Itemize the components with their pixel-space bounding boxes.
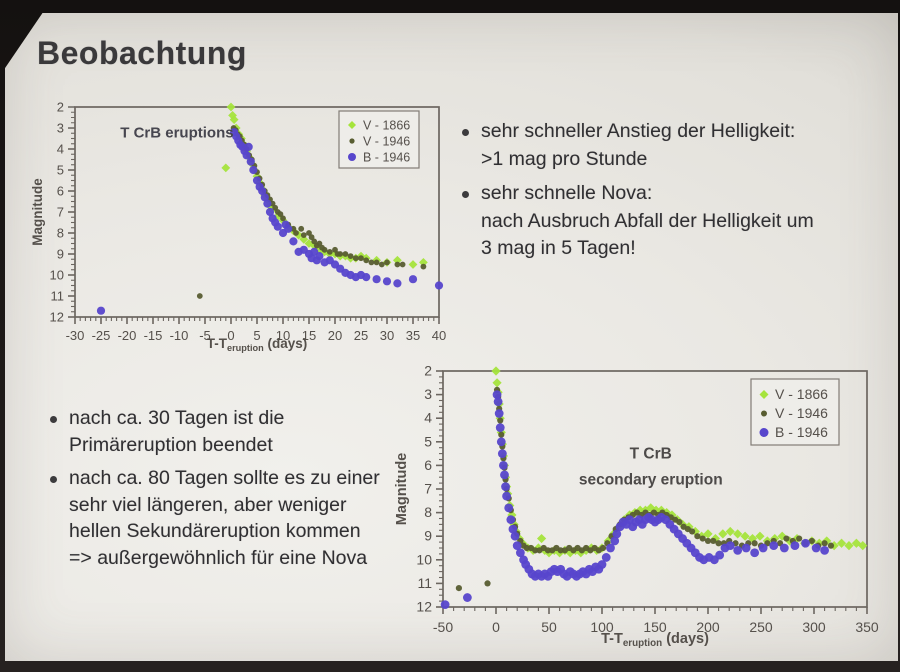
- bullet-line: => außergewöhnlich für eine Nova: [69, 546, 368, 569]
- svg-text:V - 1946: V - 1946: [363, 135, 410, 149]
- bullet-dot: [50, 476, 57, 483]
- svg-text:-20: -20: [118, 328, 137, 343]
- bullet-line: nach Ausbruch Abfall der Helligkeit um: [481, 209, 814, 232]
- bullet-item: nach ca. 80 Tagen sollte es zu einer seh…: [43, 465, 447, 571]
- svg-text:6: 6: [57, 184, 64, 199]
- bullet-item: sehr schneller Anstieg der Helligkeit: >…: [455, 118, 895, 173]
- svg-text:250: 250: [749, 619, 773, 635]
- svg-text:-15: -15: [144, 328, 163, 343]
- svg-text:-5: -5: [199, 328, 211, 343]
- svg-text:-10: -10: [170, 328, 189, 343]
- svg-text:150: 150: [643, 619, 667, 635]
- chart-inner-title: T CrB eruptions: [120, 124, 233, 141]
- bullet-line: 3 mag in 5 Tagen!: [481, 237, 636, 259]
- svg-text:V - 1946: V - 1946: [775, 405, 828, 421]
- svg-text:2: 2: [57, 100, 64, 115]
- svg-text:0: 0: [492, 619, 500, 635]
- svg-text:B - 1946: B - 1946: [363, 151, 410, 165]
- chart-legend: V - 1866 V - 1946 B - 1946: [750, 378, 840, 446]
- bullet-dot: [462, 191, 469, 198]
- x-axis-ticks: -30 -25 -20 -15 -10 -5 0 5 10 15 20 25 30 35 40: [66, 317, 446, 343]
- svg-text:V - 1866: V - 1866: [775, 386, 828, 402]
- secondary-eruption-chart-svg: -50 0 50 100 150 200 250 300 350 2 3 4 5 6 7 8 9 10 11 12 T …: [394, 363, 879, 650]
- svg-text:B - 1946: B - 1946: [775, 424, 828, 440]
- svg-text:-30: -30: [66, 328, 85, 343]
- y-axis-label: Magnitude: [30, 178, 45, 246]
- bullets-left: nach ca. 30 Tagen ist die Primäreruption…: [43, 405, 447, 578]
- svg-text:25: 25: [354, 328, 368, 343]
- bullet-line: >1 mag pro Stunde: [481, 147, 648, 170]
- bullet-dot: [462, 129, 469, 136]
- svg-text:9: 9: [424, 528, 432, 544]
- svg-text:10: 10: [50, 268, 64, 283]
- svg-text:-50: -50: [433, 619, 453, 635]
- bullets-right: sehr schneller Anstieg der Helligkeit: >…: [455, 118, 895, 270]
- svg-text:9: 9: [57, 247, 64, 262]
- primary-eruption-chart: -30 -25 -20 -15 -10 -5 0 5 10 15 20 25 30 35 40 2 3 4 5 6 7 8…: [29, 95, 451, 363]
- svg-text:V - 1866: V - 1866: [363, 119, 410, 133]
- svg-text:12: 12: [50, 310, 64, 325]
- bullet-item: sehr schnelle Nova: nach Ausbruch Abfall…: [455, 180, 895, 263]
- svg-text:5: 5: [424, 433, 432, 449]
- y-axis-label: Magnitude: [394, 453, 410, 526]
- bullet-line: nach ca. 80 Tagen sollte es zu einer: [69, 467, 380, 489]
- svg-text:50: 50: [541, 619, 557, 635]
- series-B-1946: [440, 390, 829, 610]
- svg-text:30: 30: [380, 328, 394, 343]
- bullet-line: sehr schneller Anstieg der Helligkeit:: [481, 120, 796, 142]
- svg-text:10: 10: [276, 328, 290, 343]
- svg-text:5: 5: [57, 163, 64, 178]
- page-title: Beobachtung: [37, 35, 247, 71]
- svg-text:6: 6: [424, 457, 432, 473]
- svg-text:7: 7: [424, 481, 432, 497]
- svg-text:5: 5: [253, 328, 260, 343]
- svg-text:350: 350: [855, 619, 879, 635]
- svg-text:7: 7: [57, 205, 64, 220]
- bullet-line: hellen Sekundäreruption kommen: [69, 520, 361, 542]
- bullet-dot: [50, 416, 57, 423]
- series-B-1946: [96, 128, 444, 315]
- secondary-eruption-chart: -50 0 50 100 150 200 250 300 350 2 3 4 5 6 7 8 9 10 11 12 T …: [391, 359, 885, 659]
- slide: Beobachtung -30 -25 -20 -15 -10 -5 0 5 10 15 20 25 3…: [5, 13, 898, 661]
- bullet-line: sehr viel längeren, aber weniger: [69, 493, 347, 516]
- svg-text:3: 3: [57, 121, 64, 136]
- bullet-item: nach ca. 30 Tagen ist die Primäreruption…: [43, 405, 447, 458]
- svg-text:10: 10: [416, 551, 432, 567]
- svg-text:11: 11: [417, 575, 432, 591]
- svg-text:40: 40: [432, 328, 446, 343]
- svg-text:4: 4: [57, 142, 64, 157]
- chart-inner-title: T CrB secondary eruption: [579, 445, 723, 488]
- svg-text:8: 8: [57, 226, 64, 241]
- svg-text:2: 2: [424, 363, 432, 379]
- svg-text:35: 35: [406, 328, 420, 343]
- bullet-line: sehr schnelle Nova:: [481, 182, 653, 204]
- svg-text:T CrB eruptions: T CrB eruptions: [120, 124, 233, 141]
- y-axis-ticks: 2 3 4 5 6 7 8 9 10 11 12: [416, 363, 443, 615]
- svg-text:12: 12: [416, 599, 432, 615]
- svg-text:8: 8: [424, 504, 432, 520]
- svg-text:11: 11: [51, 289, 65, 304]
- x-axis-label: T-Teruption (days): [207, 336, 307, 353]
- svg-text:T CrB: T CrB: [630, 445, 672, 462]
- svg-text:4: 4: [424, 410, 432, 426]
- svg-text:300: 300: [802, 619, 826, 635]
- svg-text:200: 200: [696, 619, 720, 635]
- svg-text:secondary eruption: secondary eruption: [579, 471, 723, 488]
- svg-text:0: 0: [227, 328, 234, 343]
- svg-text:20: 20: [328, 328, 342, 343]
- chart-legend: V - 1866 V - 1946 B - 1946: [338, 110, 420, 169]
- primary-eruption-chart-svg: -30 -25 -20 -15 -10 -5 0 5 10 15 20 25 30 35 40 2 3 4 5 6 7 8…: [30, 100, 446, 354]
- bullet-line: nach ca. 30 Tagen ist die: [69, 407, 285, 429]
- svg-text:15: 15: [302, 328, 316, 343]
- bullet-line: Primäreruption beendet: [69, 433, 273, 456]
- y-axis-ticks: 2 3 4 5 6 7 8 9 10 11 12: [50, 100, 75, 325]
- svg-text:3: 3: [424, 386, 432, 402]
- svg-text:-25: -25: [92, 328, 111, 343]
- x-axis-label: T-Teruption (days): [601, 631, 709, 649]
- x-axis-ticks: -50 0 50 100 150 200 250 300 350: [433, 607, 879, 635]
- svg-text:100: 100: [590, 619, 614, 635]
